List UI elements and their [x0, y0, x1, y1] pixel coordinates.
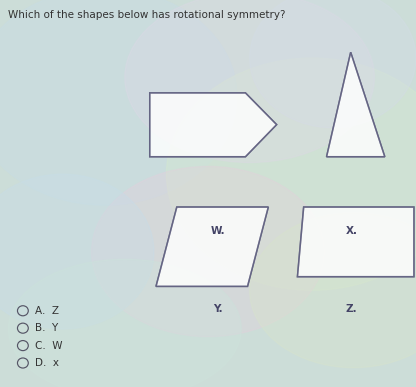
Ellipse shape	[8, 259, 241, 387]
Ellipse shape	[92, 166, 324, 337]
Text: X.: X.	[346, 226, 357, 236]
Text: W.: W.	[211, 226, 226, 236]
Polygon shape	[156, 207, 268, 286]
Text: B.  Y: B. Y	[35, 323, 58, 333]
Polygon shape	[150, 93, 277, 157]
Ellipse shape	[125, 0, 374, 163]
Ellipse shape	[0, 174, 154, 329]
Ellipse shape	[250, 213, 416, 368]
Text: C.  W: C. W	[35, 341, 62, 351]
Text: D.  x: D. x	[35, 358, 59, 368]
Polygon shape	[327, 52, 385, 157]
Ellipse shape	[166, 58, 416, 290]
Ellipse shape	[0, 0, 237, 205]
Text: Z.: Z.	[346, 304, 357, 314]
Polygon shape	[327, 52, 385, 157]
Polygon shape	[156, 207, 268, 286]
Polygon shape	[297, 207, 414, 277]
Polygon shape	[150, 93, 277, 157]
Text: Which of the shapes below has rotational symmetry?: Which of the shapes below has rotational…	[8, 10, 286, 20]
Polygon shape	[297, 207, 414, 277]
Text: Y.: Y.	[213, 304, 223, 314]
Text: A.  Z: A. Z	[35, 306, 59, 316]
Ellipse shape	[250, 0, 416, 128]
